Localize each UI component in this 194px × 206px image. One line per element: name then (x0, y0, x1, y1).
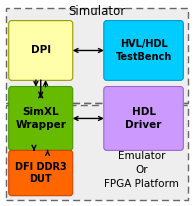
Text: Simulator: Simulator (68, 5, 126, 18)
Text: Emulator
Or
FPGA Platform: Emulator Or FPGA Platform (104, 151, 179, 189)
FancyBboxPatch shape (6, 105, 188, 200)
Text: DPI: DPI (31, 46, 51, 55)
Text: HVL/HDL
TestBench: HVL/HDL TestBench (115, 39, 172, 62)
FancyBboxPatch shape (9, 87, 73, 150)
Text: DFI DDR3
DUT: DFI DDR3 DUT (15, 162, 67, 184)
Text: SimXL
Wrapper: SimXL Wrapper (15, 107, 66, 130)
FancyBboxPatch shape (6, 8, 188, 103)
FancyBboxPatch shape (104, 21, 183, 80)
Text: HDL
Driver: HDL Driver (125, 107, 162, 130)
FancyBboxPatch shape (104, 87, 183, 150)
FancyBboxPatch shape (9, 150, 73, 196)
FancyBboxPatch shape (9, 21, 73, 80)
